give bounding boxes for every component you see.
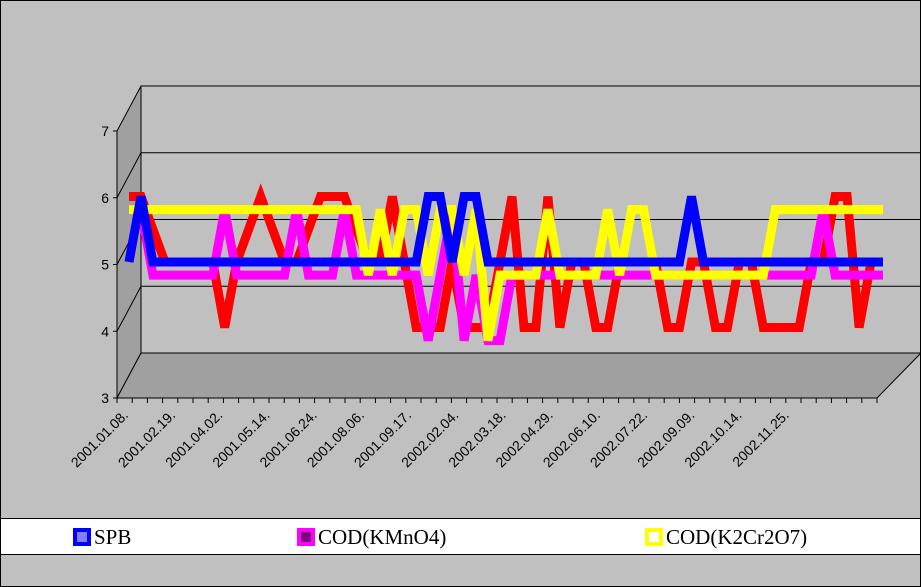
legend-swatch-cod-k2cr2o7 (645, 528, 663, 546)
legend-label-spb: SPB (94, 524, 132, 549)
legend-item-cod-kmno4: COD(KMnO4) (297, 525, 446, 549)
y-tick-label: 6 (101, 190, 109, 206)
legend-item-cod-k2cr2o7: COD(K2Cr2O7) (645, 525, 807, 549)
legend: SPB COD(KMnO4) COD(K2Cr2O7) (1, 518, 920, 555)
y-tick-label: 5 (101, 257, 109, 273)
floor (116, 352, 920, 399)
y-tick-label: 7 (101, 123, 109, 139)
y-tick-label: 3 (101, 390, 109, 406)
legend-label-cod-kmno4: COD(KMnO4) (318, 524, 447, 549)
series-layer (124, 183, 883, 346)
legend-swatch-cod-kmno4 (297, 528, 315, 546)
series-line-3 (129, 205, 883, 342)
side-gridline (116, 286, 142, 332)
y-tick-label: 4 (101, 323, 109, 339)
series-line-1 (124, 192, 883, 267)
legend-swatch-spb (73, 528, 91, 546)
legend-item-spb: SPB (73, 525, 131, 549)
side-gridline (116, 152, 142, 198)
legend-label-cod-k2cr2o7: COD(K2Cr2O7) (666, 524, 808, 549)
